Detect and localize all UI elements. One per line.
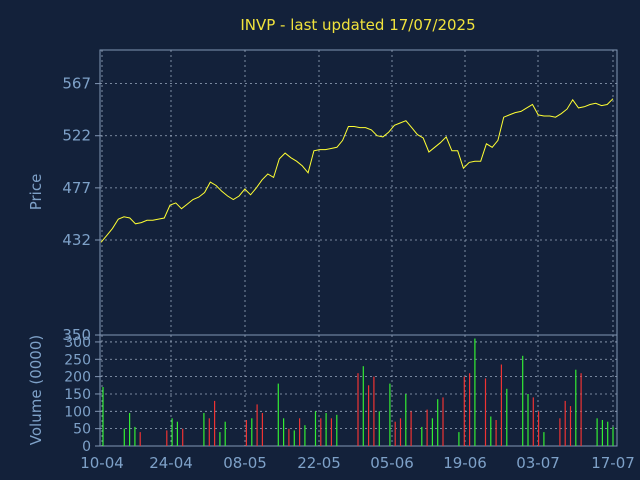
volume-y-tick-label: 200 — [64, 370, 91, 386]
x-tick-label: 10-04 — [80, 454, 124, 472]
volume-y-axis-label: Volume (0000) — [27, 335, 45, 445]
volume-grid — [100, 335, 617, 446]
chart-title: INVP - last updated 17/07/2025 — [240, 16, 475, 34]
price-y-tick-label: 522 — [62, 127, 91, 145]
volume-y-tick-label: 150 — [64, 387, 91, 403]
volume-y-tick-label: 50 — [73, 422, 91, 438]
price-y-tick-label: 350 — [62, 326, 91, 344]
volume-y-tick-label: 250 — [64, 352, 91, 368]
volume-y-tick-label: 300 — [64, 335, 91, 351]
price-panel: 350 432 477 522 567 Price — [27, 49, 618, 344]
price-y-tick-label: 567 — [62, 75, 91, 93]
price-grid — [100, 50, 617, 335]
price-y-tick-label: 432 — [62, 231, 91, 249]
volume-y-tick-label: 100 — [64, 404, 91, 420]
x-tick-label: 22-05 — [297, 454, 341, 472]
price-y-axis-label: Price — [27, 174, 45, 211]
price-y-ticks: 350 432 477 522 567 — [62, 75, 100, 344]
x-tick-label: 17-07 — [591, 454, 635, 472]
volume-bars — [102, 338, 614, 446]
x-axis-ticks: 10-04 24-04 08-05 22-05 05-06 19-06 03-07 17-07 — [80, 454, 635, 472]
x-tick-label: 08-05 — [223, 454, 267, 472]
price-y-tick-label: 477 — [62, 179, 91, 197]
price-line — [100, 98, 614, 243]
volume-y-tick-label: 0 — [82, 439, 91, 455]
x-tick-label: 19-06 — [443, 454, 487, 472]
x-tick-label: 24-04 — [149, 454, 193, 472]
x-tick-label: 05-06 — [370, 454, 414, 472]
price-plot-frame — [99, 49, 618, 336]
x-tick-label: 03-07 — [516, 454, 560, 472]
